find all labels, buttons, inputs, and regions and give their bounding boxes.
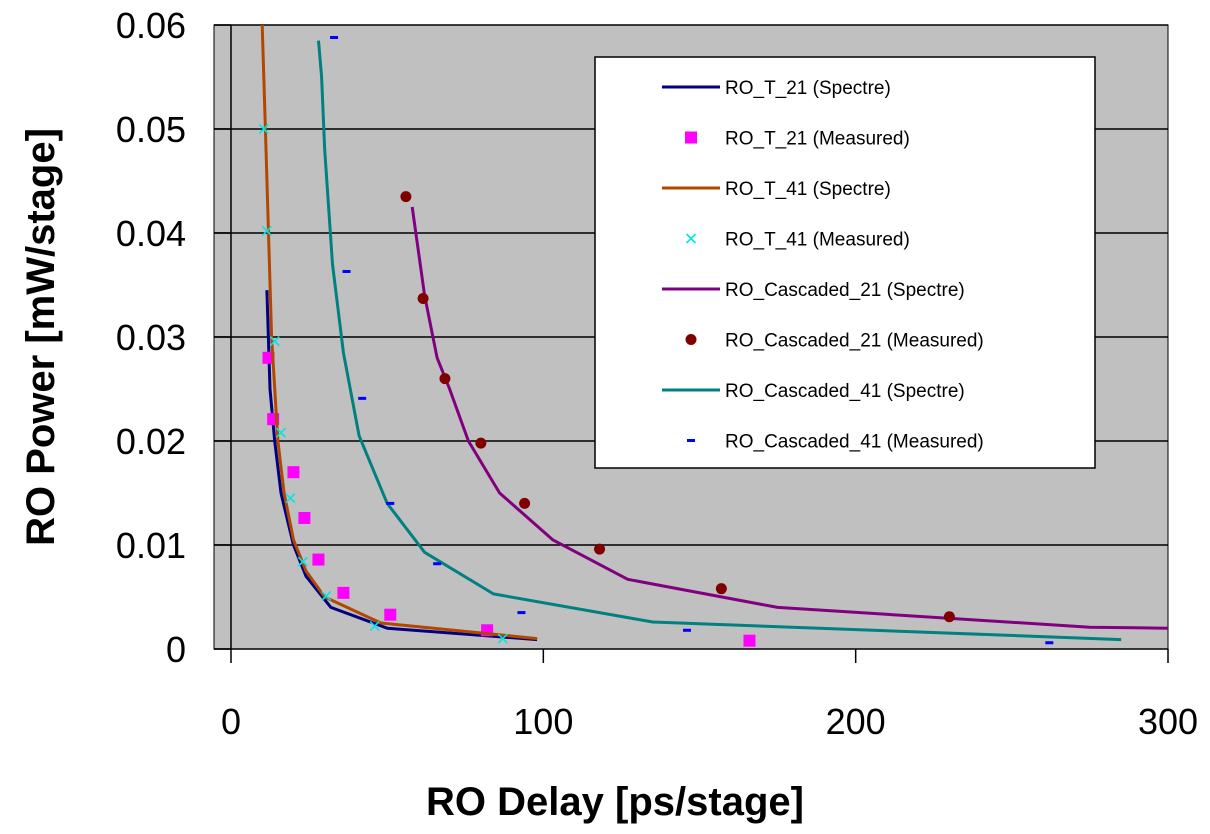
legend-label-0: RO_T_21 (Spectre) xyxy=(725,78,891,99)
series-3 xyxy=(258,123,508,644)
point-3-4 xyxy=(285,493,296,504)
legend-box xyxy=(594,56,1096,469)
point-7-0 xyxy=(330,35,339,39)
point-1-2 xyxy=(287,466,300,479)
x-tick-label-3: 300 xyxy=(1138,701,1198,742)
series-7 xyxy=(330,35,1054,645)
x-tick-label-0: 0 xyxy=(221,701,241,742)
point-5-1 xyxy=(417,293,429,305)
series-4 xyxy=(410,206,1168,630)
series-line-4 xyxy=(410,206,1168,630)
legend-item-7: RO_Cascaded_41 (Measured) xyxy=(687,432,984,453)
point-5-7 xyxy=(943,611,955,623)
legend-item-6: RO_Cascaded_41 (Spectre) xyxy=(662,381,965,402)
legend-swatch-3 xyxy=(685,233,697,244)
x-axis: 0 100 200 300 xyxy=(214,648,1198,742)
point-3-3 xyxy=(275,427,287,438)
point-7-6 xyxy=(683,628,692,632)
point-3-1 xyxy=(261,225,272,236)
y-tick-label-0: 0 xyxy=(166,629,186,670)
point-3-8 xyxy=(497,633,508,644)
x-tick-label-1: 100 xyxy=(513,701,573,742)
series-6 xyxy=(317,40,1122,642)
x-tick-label-2: 200 xyxy=(826,701,886,742)
y-axis: 0 0.01 0.02 0.03 0.04 0.05 0.06 xyxy=(116,5,232,670)
point-3-2 xyxy=(269,336,280,347)
point-7-2 xyxy=(358,396,367,400)
point-5-2 xyxy=(439,373,451,385)
series-2 xyxy=(260,25,538,641)
x-axis-title: RO Delay [ps/stage] xyxy=(426,780,804,824)
point-3-6 xyxy=(321,590,332,602)
point-5-4 xyxy=(519,497,531,509)
y-tick-label-1: 0.01 xyxy=(116,525,186,566)
legend-label-1: RO_T_21 (Measured) xyxy=(725,129,910,150)
y-tick-label-6: 0.06 xyxy=(116,5,186,46)
point-5-0 xyxy=(400,191,412,203)
legend-label-2: RO_T_41 (Spectre) xyxy=(725,179,891,200)
point-7-5 xyxy=(517,611,526,615)
series-line-6 xyxy=(317,40,1122,642)
legend-swatch-7 xyxy=(687,439,695,442)
point-3-0 xyxy=(258,123,269,135)
series-layer xyxy=(258,25,1168,647)
series-5 xyxy=(400,191,955,623)
legend-item-0: RO_T_21 (Spectre) xyxy=(662,78,891,99)
point-7-7 xyxy=(1045,641,1054,645)
point-1-5 xyxy=(337,586,350,599)
legend-label-7: RO_Cascaded_41 (Measured) xyxy=(725,432,984,453)
legend-item-3: RO_T_41 (Measured) xyxy=(685,230,910,251)
y-tick-label-2: 0.02 xyxy=(116,421,186,462)
point-1-6 xyxy=(384,608,397,621)
series-line-2 xyxy=(260,25,538,641)
y-tick-label-4: 0.04 xyxy=(116,213,186,254)
point-5-6 xyxy=(715,583,727,595)
point-7-4 xyxy=(433,562,442,566)
legend-label-4: RO_Cascaded_21 (Spectre) xyxy=(725,280,965,301)
point-1-8 xyxy=(743,634,756,647)
legend-label-3: RO_T_41 (Measured) xyxy=(725,230,910,251)
point-5-5 xyxy=(594,543,606,555)
point-7-1 xyxy=(342,269,351,273)
point-3-5 xyxy=(297,556,308,567)
point-7-3 xyxy=(386,501,395,505)
point-3-7 xyxy=(369,621,380,632)
point-1-4 xyxy=(312,553,325,566)
legend-item-2: RO_T_41 (Spectre) xyxy=(662,179,891,200)
legend: RO_T_21 (Spectre) RO_T_21 (Measured) RO_T_… xyxy=(594,56,1096,469)
point-5-3 xyxy=(475,437,487,449)
legend-swatch-1 xyxy=(685,131,697,144)
y-axis-title: RO Power [mW/stage] xyxy=(19,128,63,546)
legend-item-1: RO_T_21 (Measured) xyxy=(685,129,910,150)
y-tick-label-5: 0.05 xyxy=(116,109,186,150)
legend-item-4: RO_Cascaded_21 (Spectre) xyxy=(662,280,965,301)
legend-item-5: RO_Cascaded_21 (Measured) xyxy=(685,331,984,352)
legend-swatch-5 xyxy=(685,334,697,345)
y-tick-label-3: 0.03 xyxy=(116,317,186,358)
legend-label-6: RO_Cascaded_41 (Spectre) xyxy=(725,381,965,402)
point-1-3 xyxy=(298,511,311,524)
legend-label-5: RO_Cascaded_21 (Measured) xyxy=(725,331,984,352)
